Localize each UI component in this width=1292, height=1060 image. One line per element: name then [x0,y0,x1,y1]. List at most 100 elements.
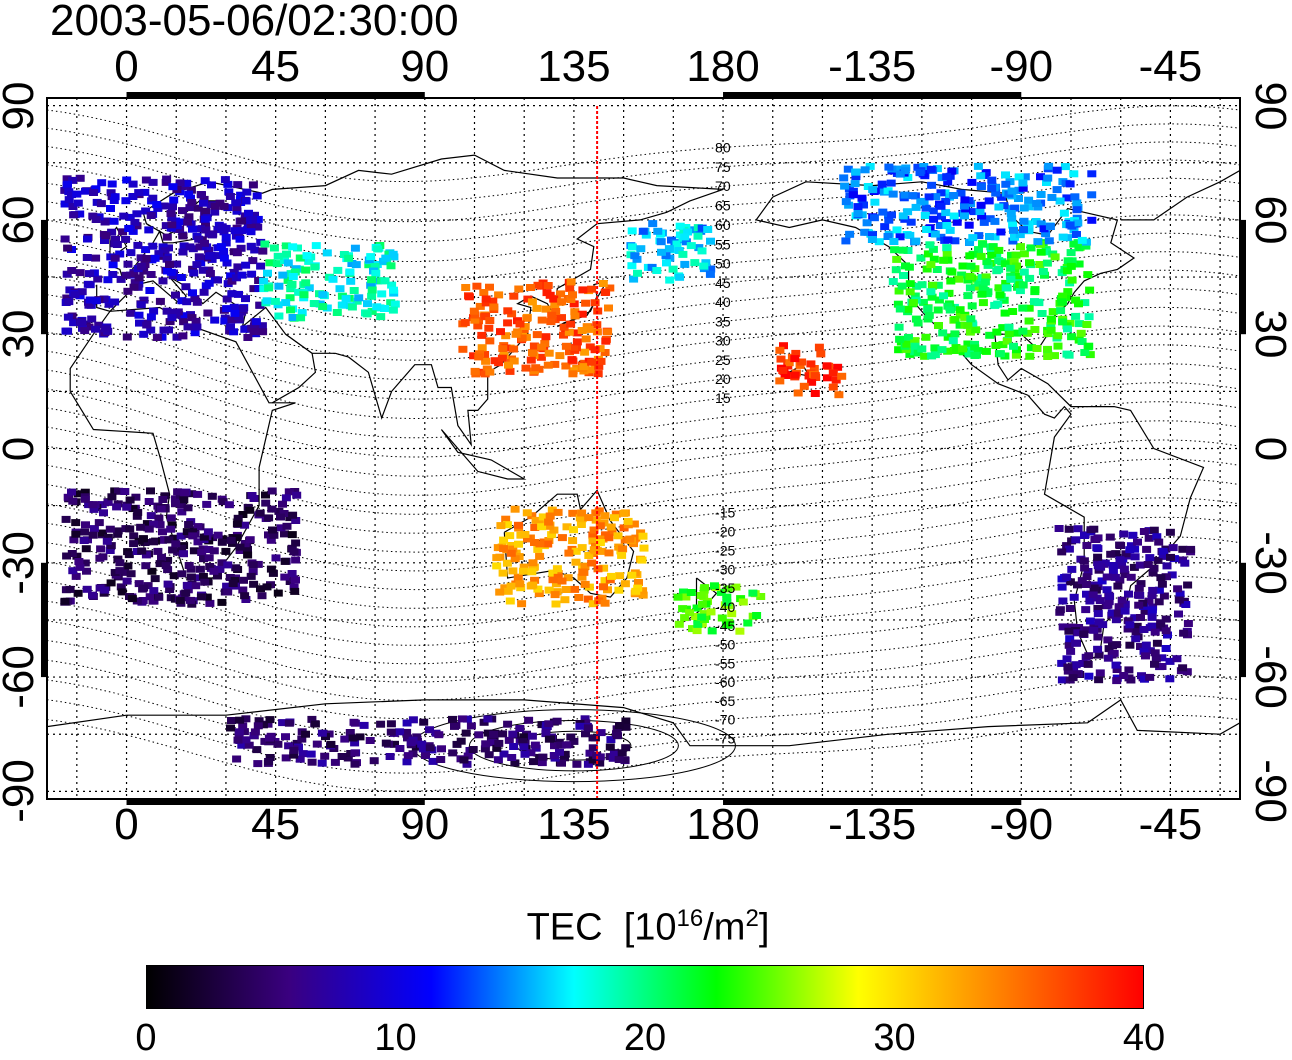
tec-cell [95,584,105,592]
tec-cell [1089,584,1099,592]
tec-cell [481,299,491,307]
tec-cell [1157,663,1167,670]
tec-cell [68,567,78,575]
tec-cell [232,755,242,763]
tec-cell [978,284,988,292]
tec-cell [853,210,863,217]
tec-cell [494,291,504,299]
tec-cell [897,282,907,290]
tec-cell [601,337,611,345]
tec-cell [163,580,173,588]
tec-cell [178,332,188,340]
tec-cell [207,492,217,500]
tec-cell [1058,292,1068,300]
map-frame [46,97,1241,800]
tec-cell [603,328,613,336]
tec-cell [1114,603,1124,611]
tec-cell [144,226,154,234]
tec-cell [204,546,214,553]
tec-cell [232,520,242,528]
tec-cell [1129,563,1139,571]
tec-cell [60,235,70,243]
tec-cell [124,551,134,559]
tec-cell [218,498,228,506]
tec-cell [595,345,605,353]
tec-cell [696,592,706,599]
tec-cell [1088,590,1098,598]
tec-cell [202,593,212,601]
tec-cell [1142,545,1152,553]
tec-cell [210,202,220,210]
colorbar-unit-mid: /m [703,906,746,949]
tec-cell [559,331,568,339]
coastline [126,699,1240,747]
tec-cell [533,585,543,593]
tec-cell [474,353,484,361]
tec-cell [965,272,975,280]
tec-cell [535,552,545,560]
tec-cell [937,212,946,220]
edge-bar-right [1240,562,1246,678]
tec-cell [964,221,974,229]
tec-cell [402,728,412,736]
tec-cell [160,247,170,255]
tec-cell [134,537,144,545]
tec-cell [995,350,1005,358]
tec-cell [1044,237,1054,245]
tec-cell [146,487,155,495]
tec-cell [477,344,487,352]
tec-cell [780,370,790,378]
tec-cell [271,554,281,562]
colorbar-tick-label: 20 [623,1017,667,1059]
tec-cell [462,760,472,768]
tec-cell [107,180,117,188]
tec-cell [499,750,509,758]
tec-cell [538,753,548,761]
tec-cell [845,230,855,238]
tec-cell [636,245,646,253]
tec-cell [938,329,948,337]
tec-cell [1002,337,1012,345]
tec-cell [278,271,288,279]
tec-cell [1072,231,1081,238]
tec-cell [674,620,684,628]
tec-cell [349,287,359,294]
tec-cell [900,191,910,199]
tec-cell [928,281,938,289]
colorbar-tick-label: 40 [1122,1017,1166,1059]
lat-tick-label: 30 [1246,309,1292,359]
tec-cell [799,382,809,390]
tec-cell [620,580,630,588]
tec-cell [707,627,717,635]
tec-cell [963,276,973,284]
tec-cell [250,211,259,219]
tec-map: 8075706560555045403530252015-15-20-25-30… [41,92,1246,805]
tec-cell [604,304,613,312]
tec-cell [201,226,211,234]
lon-tick-label: 45 [251,42,301,91]
tec-cell [1130,614,1140,622]
tec-cell [585,343,595,351]
tec-cell [297,309,307,317]
tec-cell [870,198,880,206]
tec-cell [340,735,350,743]
contour-line [47,363,1240,458]
tec-cell [403,752,413,760]
tec-cell [160,492,170,500]
lon-tick-label: 0 [114,42,139,91]
lon-tick-label: 180 [686,42,760,91]
tec-cell [146,326,156,334]
tec-data-cells [60,162,1196,768]
tec-cell [756,593,766,600]
tec-cell [158,243,168,251]
tec-cell [1072,206,1082,214]
lon-tick-label: -135 [828,800,917,849]
tec-cell [195,565,205,573]
tec-cell [68,203,78,210]
tec-cell [134,580,144,588]
tec-cell [264,531,273,539]
tec-cell [193,490,203,498]
tec-cell [557,577,567,585]
tec-cell [1063,325,1072,333]
tec-cell [317,759,327,767]
